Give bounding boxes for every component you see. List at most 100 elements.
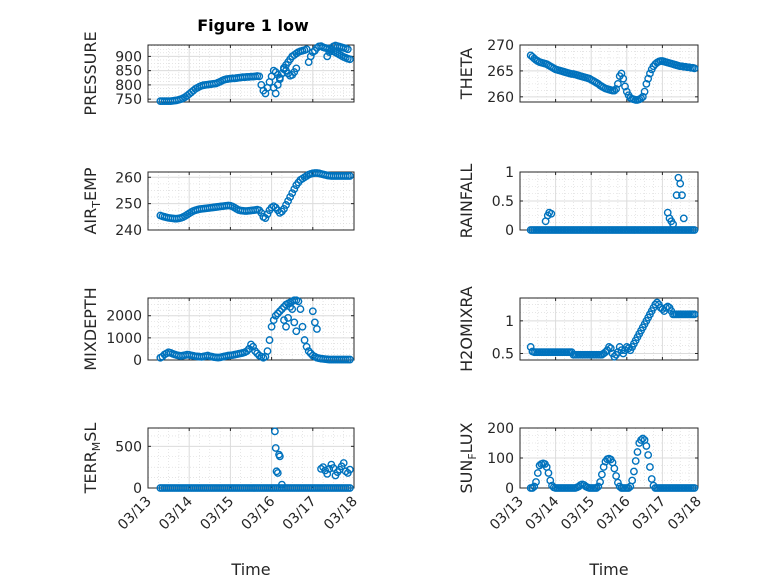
y-tick-label: 0.5 [492, 194, 514, 210]
axes-6: 0.5 1 H2OMIXRA [457, 286, 699, 372]
data-point [651, 300, 660, 309]
data-point [640, 87, 649, 96]
data-point [345, 172, 354, 180]
data-point [642, 442, 651, 450]
data-point [646, 69, 654, 78]
data-point [676, 179, 685, 188]
data-point [690, 310, 699, 319]
data-point [644, 451, 653, 459]
data-point [690, 226, 699, 234]
data-point [261, 214, 270, 223]
data-point [637, 436, 645, 444]
y-tick-label: 100 [487, 451, 514, 467]
data-point [284, 314, 292, 322]
y-tick-label: 0 [505, 223, 514, 239]
x-tick-label: 03/18 [321, 494, 361, 534]
axes-4: 0 0.5 1 RAINFALL [457, 164, 699, 239]
data-point [251, 347, 260, 356]
axes-2: 260 265 270 THETA [457, 38, 699, 106]
x-tick-label: 03/15 [558, 494, 598, 534]
x-tick-label: 03/15 [197, 494, 237, 534]
data-point [325, 464, 334, 473]
data-point [263, 210, 272, 219]
data-point [263, 347, 272, 356]
data-point [271, 89, 280, 98]
data-point [290, 318, 299, 327]
y-tick-label: 1 [505, 165, 514, 181]
data-point [343, 45, 352, 54]
data-point [310, 318, 319, 327]
data-point [242, 347, 251, 356]
data-point [624, 344, 633, 353]
data-point [323, 52, 332, 61]
y-axis-label: SUNFLUX [457, 422, 479, 493]
data-point [306, 52, 315, 61]
data-point [286, 302, 295, 311]
data-point [678, 191, 686, 200]
data-point [288, 189, 297, 197]
x-tick-label: 03/18 [665, 494, 705, 534]
data-point [672, 191, 681, 200]
data-point [345, 55, 354, 64]
data-point [690, 484, 699, 492]
data-point [528, 484, 537, 492]
data-point [296, 305, 305, 313]
x-tick-label: 03/17 [629, 494, 669, 534]
x-tick-label: 03/16 [239, 493, 279, 533]
data-point [280, 316, 288, 325]
data-point [546, 476, 555, 485]
data-point [615, 482, 624, 491]
data-point [282, 322, 290, 331]
data-point [298, 322, 307, 331]
data-point [532, 478, 540, 486]
data-point [280, 205, 288, 213]
y-tick-label: 270 [487, 38, 514, 54]
data-point [272, 467, 281, 476]
y-tick-label: 750 [115, 92, 142, 108]
y-tick-label: 900 [115, 49, 142, 65]
data-point [345, 484, 354, 492]
y-axis-label: PRESSURE [81, 31, 100, 115]
axes-frame [147, 427, 355, 489]
data-point [271, 444, 280, 452]
axes-3: 240 250 260 AIRTEMP [81, 167, 355, 239]
data-point [284, 197, 292, 205]
x-axis-label: Time [588, 560, 628, 579]
x-tick-label: 03/17 [280, 494, 320, 534]
data-point [619, 74, 628, 83]
data-point [637, 94, 645, 103]
data-point [341, 467, 350, 476]
y-tick-label: 260 [115, 170, 142, 186]
data-point [247, 340, 255, 349]
data-point [273, 309, 282, 318]
y-tick-label: 800 [115, 78, 142, 94]
figure-title: Figure 1 low [197, 16, 309, 35]
y-tick-label: 0 [133, 481, 142, 497]
x-tick-label: 03/13 [487, 494, 527, 534]
data-point [267, 322, 276, 331]
data-point [631, 457, 640, 465]
data-point [275, 452, 284, 461]
y-axis-label: THETA [457, 48, 476, 100]
axes-frame [519, 44, 699, 103]
data-point [690, 64, 699, 73]
data-point [294, 297, 303, 306]
data-point [302, 45, 311, 54]
y-axis-label: TERRMSL [81, 423, 103, 495]
axes-5: 0 1000 2000 MIXDEPTH [81, 287, 355, 371]
data-point [290, 185, 299, 194]
data-point [249, 342, 257, 351]
data-point [594, 482, 603, 491]
data-point [638, 434, 647, 443]
data-point [288, 305, 297, 313]
data-point [270, 427, 279, 436]
axes-7: 0 500 03/13 03/14 03/15 03/16 03/17 03/18 TERRMS… [81, 423, 361, 579]
axes-frame [147, 171, 355, 231]
data-point [265, 336, 274, 344]
x-tick-label: 03/13 [115, 494, 155, 534]
data-point [286, 193, 295, 201]
y-tick-label: 850 [115, 64, 142, 80]
